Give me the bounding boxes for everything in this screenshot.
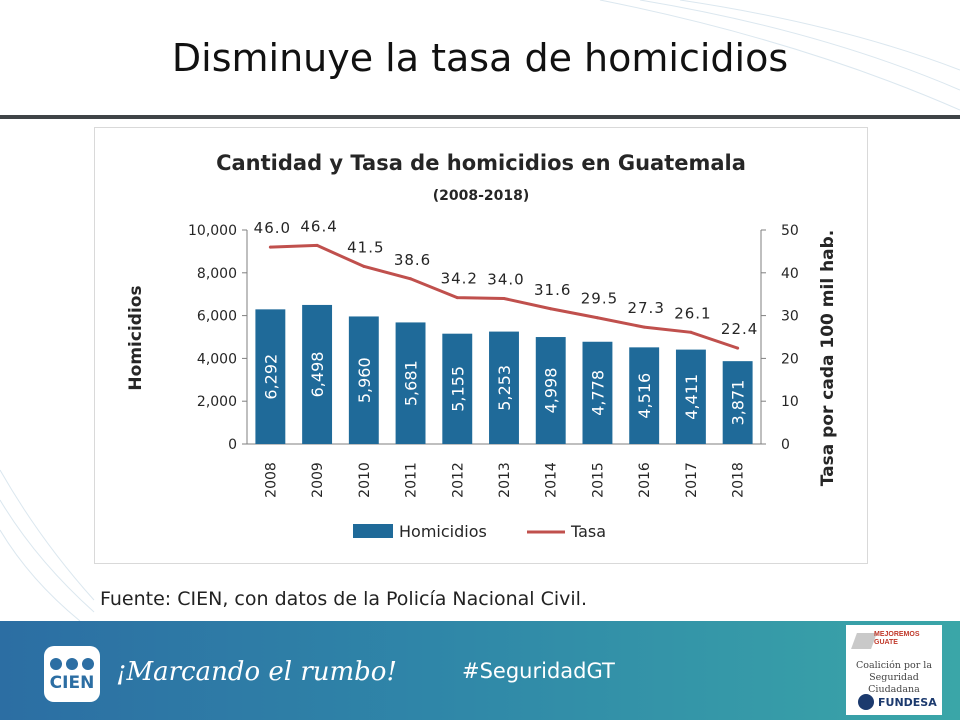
line-tasa-point [549, 307, 553, 311]
legend-swatch-homicidios [353, 524, 393, 538]
x-tick-label: 2009 [310, 462, 326, 498]
line-value-label: 41.5 [347, 238, 384, 256]
fundesa-text: FUNDESA [878, 696, 937, 709]
bar-value-label: 4,516 [635, 373, 654, 419]
line-tasa-point [736, 346, 740, 350]
slide-title: Disminuye la tasa de homicidios [171, 36, 789, 80]
fundesa-icon [858, 694, 874, 710]
y-tick-label: 0 [228, 437, 237, 453]
y-tick-label: 4,000 [197, 351, 237, 367]
line-tasa-point [502, 296, 506, 300]
x-tick-label: 2011 [404, 462, 420, 498]
bar-value-label: 5,155 [448, 366, 467, 412]
bar-homicidios [442, 333, 473, 444]
y2-tick-label: 50 [781, 223, 799, 239]
bar-homicidios [675, 349, 706, 444]
x-tick-label: 2014 [544, 462, 560, 498]
line-value-label: 46.4 [300, 217, 337, 235]
y2-axis-label: Tasa por cada 100 mil hab. [818, 230, 838, 487]
y-tick-label: 10,000 [188, 223, 237, 239]
y2-tick-label: 0 [781, 437, 790, 453]
x-tick-label: 2008 [263, 462, 279, 498]
bar-homicidios [489, 331, 519, 444]
chart-frame: Cantidad y Tasa de homicidios en Guatema… [94, 127, 868, 564]
bar-homicidios [629, 347, 660, 444]
y-axis-label: Homicidios [126, 285, 146, 390]
bar-homicidios [582, 341, 613, 444]
x-tick-label: 2013 [497, 462, 513, 498]
bar-homicidios [255, 309, 286, 444]
y-tick-label: 6,000 [197, 309, 237, 325]
hashtag: #SeguridadGT [462, 659, 615, 683]
bar-homicidios [302, 304, 333, 444]
bar-homicidios [395, 322, 426, 444]
line-tasa-point [362, 264, 366, 268]
bar-value-label: 4,411 [682, 374, 701, 420]
line-tasa-point [268, 245, 272, 249]
line-tasa-point [455, 296, 459, 300]
line-value-label: 38.6 [394, 251, 431, 269]
cien-logo-dots [50, 654, 94, 674]
line-value-label: 34.2 [441, 270, 478, 288]
x-tick-label: 2016 [637, 462, 653, 498]
line-value-label: 34.0 [487, 270, 524, 288]
line-tasa-point [595, 316, 599, 320]
partner-name-line1: Coalición por la [855, 660, 932, 671]
x-tick-label: 2015 [590, 462, 606, 498]
line-tasa-point [409, 277, 413, 281]
bar-value-label: 6,498 [308, 352, 327, 398]
cien-logo: CIEN [44, 646, 100, 702]
line-tasa-point [689, 330, 693, 334]
x-tick-label: 2010 [357, 462, 373, 498]
bar-value-label: 4,998 [542, 368, 561, 414]
line-value-label: 26.1 [674, 304, 711, 322]
partner-name-line2: Seguridad Ciudadana [868, 672, 920, 695]
y-tick-label: 8,000 [197, 266, 237, 282]
y-tick-label: 2,000 [197, 394, 237, 410]
homicide-chart: Cantidad y Tasa de homicidios en Guatema… [126, 151, 838, 541]
x-tick-label: 2017 [684, 462, 700, 498]
footer-bar [0, 621, 960, 720]
bar-value-label: 4,778 [588, 370, 607, 416]
line-value-label: 31.6 [534, 281, 571, 299]
line-value-label: 29.5 [581, 290, 618, 308]
title-divider [0, 115, 960, 119]
chart-subtitle: (2008-2018) [433, 188, 530, 204]
bar-value-label: 5,681 [402, 360, 421, 406]
bar-homicidios [535, 337, 566, 444]
slogan: ¡Marcando el rumbo! [116, 657, 397, 687]
legend-label-tasa: Tasa [570, 522, 606, 541]
y2-tick-label: 40 [781, 266, 799, 282]
bar-homicidios [348, 316, 379, 444]
y2-tick-label: 30 [781, 309, 799, 325]
partner-logo: MEJOREMOS GUATE Coalición por la Segurid… [846, 625, 942, 715]
line-value-label: 27.3 [627, 299, 664, 317]
y2-tick-label: 10 [781, 394, 799, 410]
fundesa-logo: FUNDESA [854, 694, 940, 710]
legend-label-homicidios: Homicidios [399, 522, 487, 541]
x-tick-label: 2018 [731, 462, 747, 498]
line-tasa-point [642, 325, 646, 329]
partner-name: Coalición por la Seguridad Ciudadana [846, 660, 942, 696]
line-tasa-point [315, 243, 319, 247]
bar-value-label: 3,871 [729, 380, 748, 426]
y2-tick-label: 20 [781, 351, 799, 367]
bar-value-label: 5,960 [355, 357, 374, 403]
bar-value-label: 6,292 [261, 354, 280, 400]
partner-small-text: MEJOREMOS GUATE [874, 631, 920, 646]
line-value-label: 46.0 [254, 219, 291, 237]
cien-logo-text: CIEN [49, 673, 95, 693]
bar-value-label: 5,253 [495, 365, 514, 411]
source-note: Fuente: CIEN, con datos de la Policía Na… [100, 588, 587, 610]
line-value-label: 22.4 [721, 320, 758, 338]
bar-homicidios [722, 361, 753, 444]
chart-title: Cantidad y Tasa de homicidios en Guatema… [216, 151, 746, 175]
x-tick-label: 2012 [450, 462, 466, 498]
